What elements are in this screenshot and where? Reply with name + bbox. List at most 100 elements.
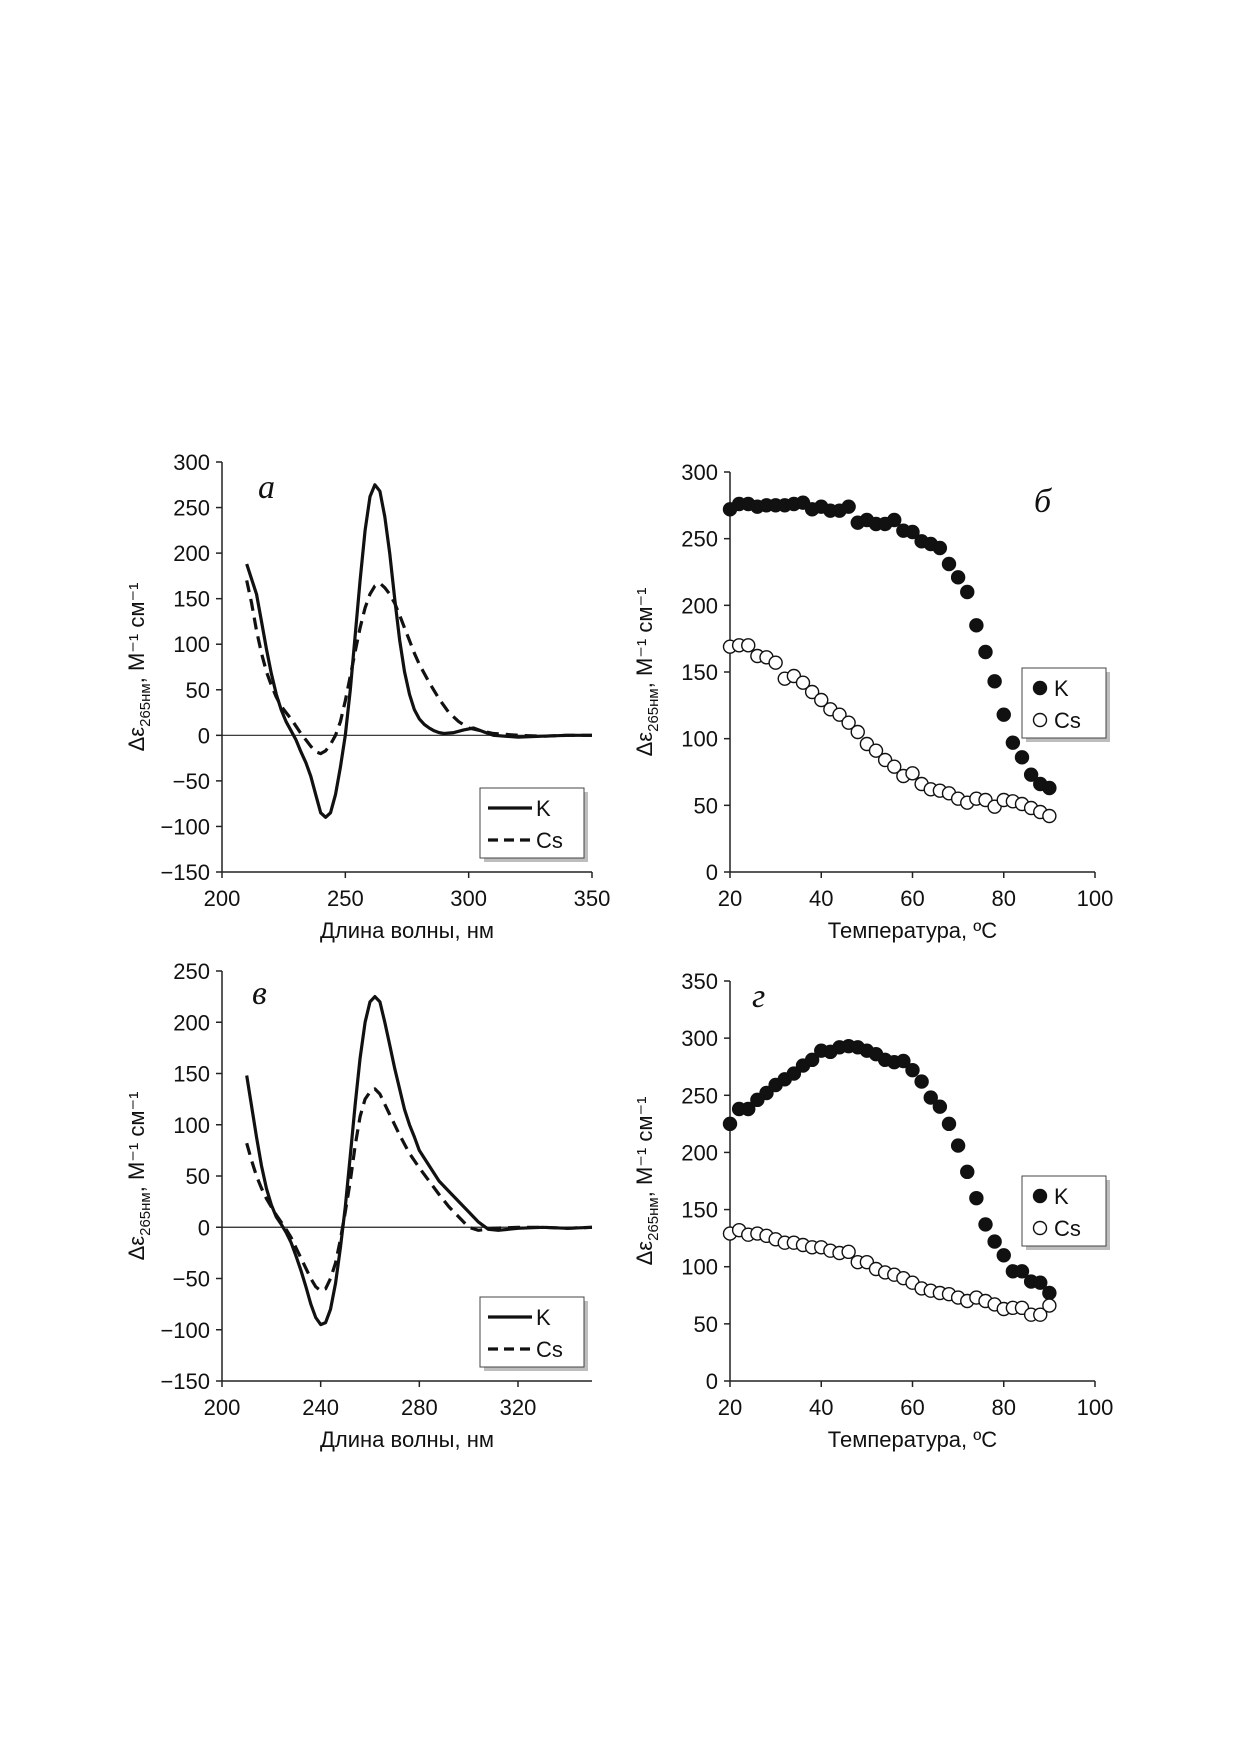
series-cs-point — [905, 766, 920, 781]
series-cs-point — [1042, 1298, 1057, 1313]
x-tick-label: 100 — [1077, 1395, 1114, 1420]
x-tick-label: 200 — [204, 1395, 241, 1420]
series-k-point — [1042, 780, 1057, 796]
series-k-point — [905, 524, 920, 540]
x-tick-label: 80 — [992, 1395, 1016, 1420]
series-k-point — [960, 1164, 975, 1180]
y-tick-label: 150 — [173, 1062, 210, 1087]
legend-box — [1021, 1175, 1107, 1247]
y-tick-label: 100 — [173, 1113, 210, 1138]
y-tick-label: 250 — [681, 1083, 718, 1108]
y-tick-label: 300 — [173, 450, 210, 475]
legend-box — [1021, 667, 1107, 739]
y-tick-label: 150 — [681, 660, 718, 685]
y-tick-label: −100 — [160, 814, 210, 839]
y-axis-label: Δε265нм, М⁻¹ см⁻¹ — [124, 1092, 154, 1261]
y-axis-label-units: , М⁻¹ см⁻¹ — [632, 1097, 657, 1198]
y-tick-label: 300 — [681, 460, 718, 485]
chart-panel-2: 0 50 100 150 200 250 300 20 40 60 80 100 Температура… — [632, 460, 1113, 943]
series-k-point — [987, 674, 1002, 689]
x-tick-label: 40 — [809, 886, 833, 911]
x-tick-label: 240 — [302, 1395, 339, 1420]
series-k-point — [1042, 1285, 1057, 1301]
y-axis-label-units: , М⁻¹ см⁻¹ — [124, 583, 149, 684]
x-axis-label: Длина волны, нм — [320, 1427, 494, 1452]
y-tick-label: 200 — [173, 541, 210, 566]
legend-marker-cs — [1032, 712, 1048, 728]
series-cs-point — [768, 655, 783, 670]
series-cs-point — [850, 724, 865, 740]
legend-label-cs: Cs — [1054, 1216, 1081, 1241]
x-tick-label: 80 — [992, 886, 1016, 911]
y-tick-label: −50 — [173, 769, 210, 794]
x-tick-label: 60 — [900, 1395, 924, 1420]
series-k-point — [741, 1101, 756, 1117]
series-k-point — [1023, 767, 1039, 782]
series-k-point — [923, 1090, 938, 1105]
series-k-point — [996, 707, 1011, 722]
y-tick-label: 200 — [681, 1140, 718, 1165]
x-tick-label: 60 — [900, 886, 924, 911]
x-tick-label: 40 — [809, 1395, 833, 1420]
series-k-point — [905, 1062, 920, 1078]
series-cs-line — [245, 580, 592, 756]
series-k-line — [245, 483, 592, 819]
y-axis-label-units: , М⁻¹ см⁻¹ — [632, 588, 657, 689]
x-tick-label: 320 — [500, 1395, 537, 1420]
series-k-point — [722, 1116, 738, 1132]
series-cs-point — [841, 715, 856, 730]
series-k-point — [960, 584, 975, 600]
x-tick-label: 300 — [450, 886, 487, 911]
x-tick-label: 100 — [1077, 886, 1114, 911]
y-tick-label: 50 — [694, 1312, 718, 1337]
series-cs-point — [804, 684, 820, 700]
series-cs-point — [1033, 1307, 1048, 1322]
panel-letter: г — [752, 978, 765, 1015]
y-tick-label: 200 — [681, 593, 718, 618]
y-tick-label: 0 — [198, 723, 210, 748]
legend-label-cs: Cs — [1054, 708, 1081, 733]
y-tick-label: 100 — [681, 1255, 718, 1280]
series-k-point — [978, 1217, 993, 1232]
y-axis-label: Δε265нм, М⁻¹ см⁻¹ — [124, 583, 154, 752]
y-axis-label-main: Δε — [124, 1236, 149, 1261]
y-tick-label: 250 — [173, 959, 210, 984]
series-cs-point — [814, 692, 829, 708]
series-k-point — [896, 1053, 911, 1069]
y-tick-label: 50 — [186, 678, 210, 703]
chart-panel-4: 0 50 100 150 200 250 300 350 20 40 60 80 100 Температ… — [632, 969, 1113, 1452]
series-k-point — [932, 540, 948, 556]
legend-label-cs: Cs — [536, 828, 563, 853]
y-axis-label-units: , М⁻¹ см⁻¹ — [124, 1092, 149, 1193]
legend-label-k: K — [1054, 1184, 1069, 1209]
y-tick-label: 200 — [173, 1010, 210, 1035]
series-k-point — [969, 1190, 984, 1206]
y-tick-label: 300 — [681, 1026, 718, 1051]
x-tick-label: 250 — [327, 886, 364, 911]
y-axis-label: Δε265нм, М⁻¹ см⁻¹ — [632, 588, 662, 757]
series-k-point — [996, 1248, 1011, 1263]
y-tick-label: 250 — [173, 496, 210, 521]
y-tick-label: 0 — [198, 1215, 210, 1240]
y-tick-label: 150 — [681, 1198, 718, 1223]
y-axis-label-subscript: 265нм — [645, 688, 662, 732]
series-cs-point — [1042, 808, 1057, 824]
series-cs-point — [795, 675, 811, 690]
series-k-point — [1033, 1275, 1048, 1290]
chart-panel-3: −150 −100 −50 0 50 100 150 200 250 200 240 280 320Дл… — [124, 959, 593, 1452]
series-k-point — [941, 1116, 957, 1132]
y-axis-label-subscript: 265нм — [137, 683, 154, 727]
series-k-line — [245, 995, 593, 1327]
series-k-point — [759, 1085, 774, 1101]
y-tick-label: −50 — [173, 1267, 210, 1292]
legend-marker-k — [1032, 680, 1048, 696]
series-cs-point — [741, 638, 756, 653]
y-tick-label: 0 — [706, 1369, 718, 1394]
series-k-point — [987, 1234, 1002, 1249]
y-tick-label: 100 — [173, 632, 210, 657]
series-k-point — [887, 512, 902, 528]
x-tick-label: 350 — [574, 886, 611, 911]
y-axis-label: Δε265нм, М⁻¹ см⁻¹ — [632, 1097, 662, 1266]
panel-letter: б — [1034, 483, 1053, 520]
